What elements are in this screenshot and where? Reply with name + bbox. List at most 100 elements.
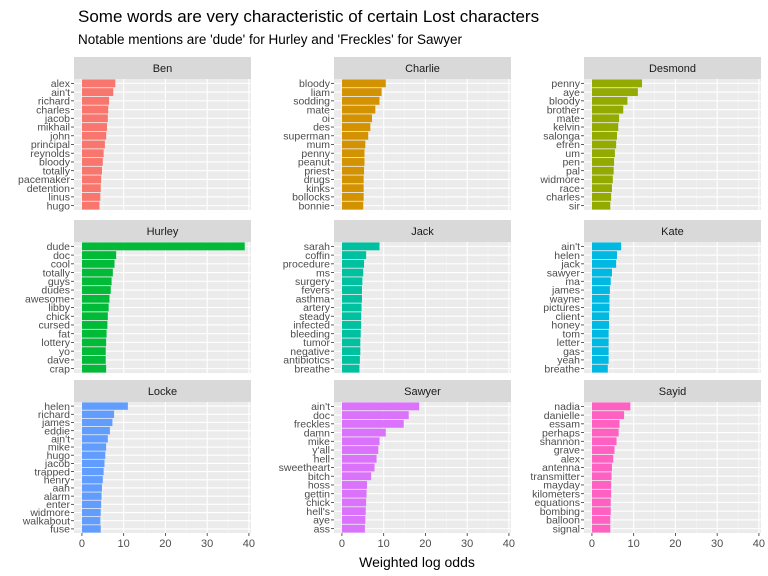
bar bbox=[81, 158, 103, 166]
chart-title: Some words are very characteristic of ce… bbox=[78, 7, 540, 26]
y-tick-label: race bbox=[560, 183, 581, 195]
y-tick-label: salonga bbox=[543, 130, 580, 142]
y-tick-label: widmore bbox=[29, 507, 70, 519]
y-tick-label: sodding bbox=[293, 96, 330, 108]
y-tick-label: penny bbox=[551, 78, 580, 90]
y-tick-label: breathe bbox=[294, 363, 330, 375]
bar bbox=[341, 201, 364, 210]
y-tick-label: reynolds bbox=[30, 148, 70, 160]
y-tick-label: gas bbox=[563, 346, 580, 358]
bar bbox=[341, 437, 380, 446]
bar bbox=[591, 489, 612, 498]
bar bbox=[81, 277, 112, 286]
facet-hurley: Hurley dudedoccooltotallyguysdudesawesome… bbox=[25, 220, 251, 375]
y-tick-label: widmore bbox=[539, 174, 580, 186]
y-tick-label: kinks bbox=[306, 183, 330, 195]
bar bbox=[591, 524, 611, 533]
x-tick-label: 10 bbox=[628, 538, 640, 550]
bar bbox=[591, 131, 617, 140]
y-tick-label: wayne bbox=[549, 293, 581, 305]
bar bbox=[341, 88, 382, 97]
bar bbox=[591, 329, 609, 338]
y-tick-label: hoss bbox=[308, 480, 330, 492]
x-tick-label: 0 bbox=[339, 538, 345, 550]
facet-sawyer: Sawyer ain'tdocfrecklesdamnmikey'allhells… bbox=[279, 380, 515, 550]
x-tick-label: 40 bbox=[243, 538, 255, 550]
y-tick-label: trapped bbox=[34, 466, 70, 478]
bar bbox=[81, 467, 104, 476]
bar bbox=[341, 294, 362, 303]
y-tick-label: kilometers bbox=[532, 488, 580, 500]
y-tick-label: alarm bbox=[44, 491, 71, 503]
y-tick-label: richard bbox=[38, 96, 70, 108]
y-tick-label: liam bbox=[311, 87, 331, 99]
bar bbox=[81, 166, 102, 175]
bar bbox=[591, 277, 611, 286]
bar bbox=[81, 294, 110, 303]
bar bbox=[81, 175, 102, 184]
y-tick-label: negative bbox=[290, 346, 330, 358]
y-tick-label: peanut bbox=[298, 157, 330, 169]
bar bbox=[341, 402, 420, 411]
bar bbox=[591, 507, 611, 516]
facet-jack: Jacksarahcoffinproceduremssurgeryfeversa… bbox=[283, 220, 511, 375]
y-tick-label: honey bbox=[551, 320, 580, 332]
y-tick-label: pacemaker bbox=[18, 174, 70, 186]
bar bbox=[81, 321, 108, 329]
strip-label-locke: Locke bbox=[148, 386, 177, 398]
y-tick-label: equations bbox=[534, 497, 580, 509]
y-tick-label: ain't bbox=[561, 241, 580, 253]
y-tick-label: crap bbox=[50, 363, 71, 375]
bar bbox=[591, 338, 609, 347]
y-tick-label: james bbox=[551, 285, 580, 297]
y-tick-label: mayday bbox=[543, 480, 581, 492]
bar bbox=[591, 411, 625, 420]
y-tick-label: aah bbox=[52, 483, 70, 495]
y-tick-label: ms bbox=[316, 267, 330, 279]
y-tick-label: pictures bbox=[543, 302, 580, 314]
bar bbox=[591, 259, 617, 268]
bar bbox=[341, 140, 366, 149]
y-tick-label: charles bbox=[546, 192, 580, 204]
y-tick-label: gettin bbox=[304, 488, 330, 500]
y-tick-label: shannon bbox=[540, 436, 580, 448]
x-tick-label: 40 bbox=[753, 538, 765, 550]
strip-label-sawyer: Sawyer bbox=[404, 386, 441, 398]
bar bbox=[591, 242, 622, 251]
y-tick-label: bleeding bbox=[290, 328, 330, 340]
y-tick-label: oi bbox=[322, 113, 330, 125]
bar bbox=[341, 411, 409, 420]
facet-locke: Locke helenrichardjameseddieain'tmikehugo… bbox=[22, 380, 255, 550]
bar bbox=[341, 507, 366, 516]
bar bbox=[591, 184, 612, 193]
bar bbox=[341, 286, 362, 294]
bar bbox=[591, 446, 615, 454]
y-tick-label: chick bbox=[46, 311, 71, 323]
y-tick-label: bombing bbox=[540, 506, 580, 518]
y-tick-label: yeah bbox=[557, 355, 580, 367]
y-tick-label: cursed bbox=[38, 320, 70, 332]
y-tick-label: ma bbox=[565, 276, 580, 288]
y-tick-label: kelvin bbox=[553, 122, 580, 134]
bar bbox=[341, 131, 369, 140]
bar bbox=[591, 201, 611, 210]
bar bbox=[591, 105, 624, 114]
bar bbox=[81, 364, 107, 373]
x-tick-label: 40 bbox=[503, 538, 515, 550]
bar bbox=[341, 463, 375, 472]
bar bbox=[81, 459, 105, 468]
bar bbox=[81, 355, 106, 364]
bar bbox=[81, 149, 104, 158]
y-tick-label: alex bbox=[51, 78, 71, 90]
strip-hurley bbox=[74, 220, 251, 242]
bar bbox=[591, 428, 619, 437]
strip-label-desmond: Desmond bbox=[649, 63, 696, 75]
bar bbox=[341, 446, 379, 454]
strip-label-hurley: Hurley bbox=[147, 226, 179, 238]
bar bbox=[81, 525, 101, 533]
y-tick-label: bollocks bbox=[292, 192, 330, 204]
y-tick-label: doc bbox=[313, 410, 330, 422]
y-tick-label: superman bbox=[283, 130, 330, 142]
y-tick-label: fat bbox=[58, 328, 70, 340]
facet-ben: Ben alexain'trichardcharlesjacobmikhailjo… bbox=[18, 57, 251, 212]
